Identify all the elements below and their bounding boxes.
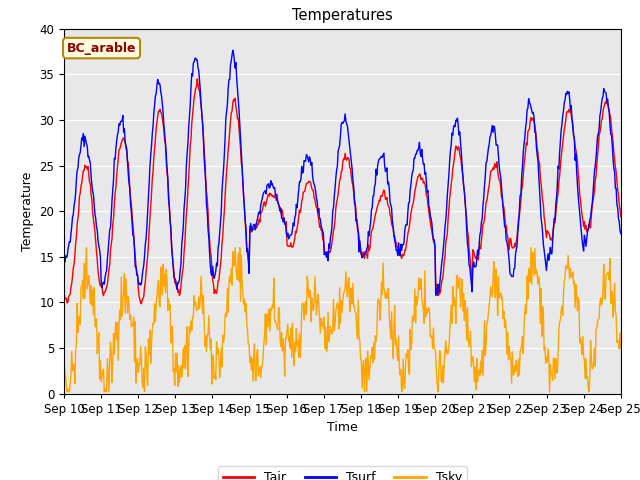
- Tsurf: [229, 48, 237, 53]
- X-axis label: Time: Time: [327, 421, 358, 434]
- Line: Tsurf: Tsurf: [64, 50, 621, 295]
- Tair: [193, 76, 201, 82]
- Tair: [185, 174, 193, 180]
- Tsky: [428, 333, 436, 339]
- Tair: [138, 301, 145, 307]
- Tsurf: [60, 251, 68, 257]
- Line: Tsky: Tsky: [64, 248, 621, 392]
- Tsurf: [617, 231, 625, 237]
- Tair: [215, 277, 223, 283]
- Tsky: [63, 389, 71, 395]
- Tsky: [617, 345, 625, 351]
- Tsky: [186, 324, 193, 329]
- Tair: [70, 262, 78, 267]
- Tair: [412, 185, 419, 191]
- Tsky: [215, 352, 223, 358]
- Tsurf: [411, 156, 419, 161]
- Tsky: [129, 321, 137, 327]
- Tair: [60, 289, 68, 295]
- Tsurf: [214, 263, 221, 269]
- Text: BC_arable: BC_arable: [67, 42, 136, 55]
- Tsky: [412, 320, 419, 325]
- Tsurf: [127, 209, 135, 215]
- Y-axis label: Temperature: Temperature: [21, 171, 34, 251]
- Tsurf: [428, 216, 435, 221]
- Legend: Tair, Tsurf, Tsky: Tair, Tsurf, Tsky: [218, 467, 467, 480]
- Tsurf: [432, 292, 440, 298]
- Line: Tair: Tair: [64, 79, 621, 304]
- Tsurf: [184, 141, 192, 147]
- Tsky: [71, 381, 79, 386]
- Tsurf: [70, 203, 78, 209]
- Title: Temperatures: Temperatures: [292, 9, 393, 24]
- Tsky: [60, 361, 68, 367]
- Tsky: [83, 245, 90, 251]
- Tair: [428, 228, 436, 234]
- Tair: [127, 202, 135, 207]
- Tair: [617, 214, 625, 219]
